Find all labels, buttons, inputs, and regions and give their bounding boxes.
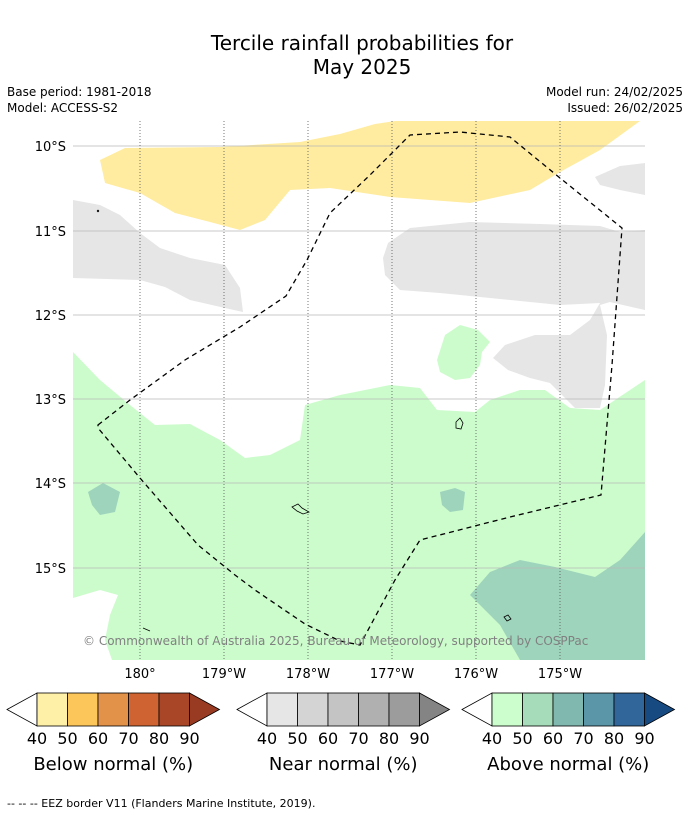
- colorbar-tick: 40: [27, 729, 47, 748]
- lon-label: 180°: [124, 667, 155, 682]
- colorbar-tick: 80: [604, 729, 624, 748]
- colorbar: 40 50 60 70 80 90 Below normal (%): [6, 692, 221, 775]
- lat-label: 12°S: [35, 309, 66, 324]
- colorbar-lower-extend: [461, 692, 493, 727]
- lon-label: 175°W: [538, 667, 582, 682]
- colorbar-upper-extend: [644, 692, 676, 727]
- eez-footnote: -- -- -- EEZ border V11 (Flanders Marine…: [7, 797, 316, 810]
- probability-fields: [73, 121, 645, 660]
- colorbar-tick: 90: [634, 729, 654, 748]
- colorbar-tick: 50: [287, 729, 307, 748]
- lat-label: 15°S: [35, 562, 66, 577]
- longitude-labels: 180° 179°W 178°W 177°W 176°W 175°W: [124, 667, 582, 682]
- colorbar-tick: 40: [257, 729, 277, 748]
- colorbar-tick: 80: [379, 729, 399, 748]
- colorbar-segment: [128, 692, 160, 727]
- colorbar-tick: 70: [118, 729, 138, 748]
- colorbar-lower-extend: [236, 692, 268, 727]
- colorbar-tick: 80: [149, 729, 169, 748]
- colorbar-segment: [158, 692, 190, 727]
- model-name: Model: ACCESS-S2: [7, 101, 119, 115]
- colorbar-tick: 90: [179, 729, 199, 748]
- colorbar-segment: [97, 692, 129, 727]
- colorbar-legends: 40 50 60 70 80 90 Below normal (%) 40 50 60 70 80 90…: [6, 692, 676, 775]
- colorbar-upper-extend: [419, 692, 451, 727]
- near-normal-region: [383, 222, 645, 408]
- above-normal-mid-region: [88, 483, 120, 515]
- colorbar-tick: 50: [512, 729, 532, 748]
- colorbar-tick: 90: [409, 729, 429, 748]
- latitude-gridlines: [73, 145, 645, 569]
- colorbar-segment: [388, 692, 420, 727]
- eez-border: [97, 131, 623, 646]
- lon-label: 177°W: [370, 667, 414, 682]
- chart-title-line2: May 2025: [312, 55, 412, 79]
- colorbar-tick: 70: [348, 729, 368, 748]
- colorbar-segment: [327, 692, 359, 727]
- lon-label: 178°W: [286, 667, 330, 682]
- colorbar-segment: [613, 692, 645, 727]
- colorbar-segment: [583, 692, 615, 727]
- lat-label: 10°S: [35, 140, 66, 155]
- colorbar-lower-extend: [6, 692, 38, 727]
- lon-label: 179°W: [202, 667, 246, 682]
- above-normal-mid-region: [470, 532, 645, 660]
- above-normal-region: [437, 325, 490, 380]
- latitude-labels: 10°S 11°S 12°S 13°S 14°S 15°S: [35, 140, 66, 577]
- colorbar-label: Below normal (%): [33, 754, 193, 775]
- colorbar-segment: [491, 692, 523, 727]
- colorbar-tick: 50: [57, 729, 77, 748]
- island-outlines: [96, 209, 512, 632]
- colorbar: 40 50 60 70 80 90 Above normal (%): [461, 692, 676, 775]
- near-normal-region: [595, 163, 645, 195]
- colorbar-tick: 60: [318, 729, 338, 748]
- copyright-notice: © Commonwealth of Australia 2025, Bureau…: [83, 634, 588, 648]
- colorbar-segment: [297, 692, 329, 727]
- colorbar-segment: [552, 692, 584, 727]
- colorbar-tick: 40: [482, 729, 502, 748]
- lat-label: 11°S: [35, 225, 66, 240]
- lat-label: 13°S: [35, 393, 66, 408]
- colorbar-segment: [266, 692, 298, 727]
- no-signal-region: [165, 388, 183, 408]
- model-run: Model run: 24/02/2025: [545, 85, 683, 99]
- no-signal-region: [73, 590, 118, 660]
- colorbar-label: Near normal (%): [269, 754, 418, 775]
- lon-label: 176°W: [454, 667, 498, 682]
- below-normal-region: [100, 121, 640, 230]
- colorbar-tick: 70: [573, 729, 593, 748]
- lat-label: 14°S: [35, 477, 66, 492]
- colorbar-segment: [358, 692, 390, 727]
- above-normal-mid-region: [440, 488, 465, 512]
- colorbar-segment: [522, 692, 554, 727]
- colorbar-segment: [67, 692, 99, 727]
- colorbar-tick: 60: [543, 729, 563, 748]
- colorbar-upper-extend: [189, 692, 221, 727]
- colorbar-tick: 60: [88, 729, 108, 748]
- colorbar-label: Above normal (%): [487, 754, 649, 775]
- base-period: Base period: 1981-2018: [7, 85, 152, 99]
- colorbar: 40 50 60 70 80 90 Near normal (%): [236, 692, 451, 775]
- colorbar-segment: [36, 692, 68, 727]
- issued-date: Issued: 26/02/2025: [567, 101, 683, 115]
- near-normal-region: [73, 200, 243, 312]
- chart-title-line1: Tercile rainfall probabilities for: [210, 31, 514, 55]
